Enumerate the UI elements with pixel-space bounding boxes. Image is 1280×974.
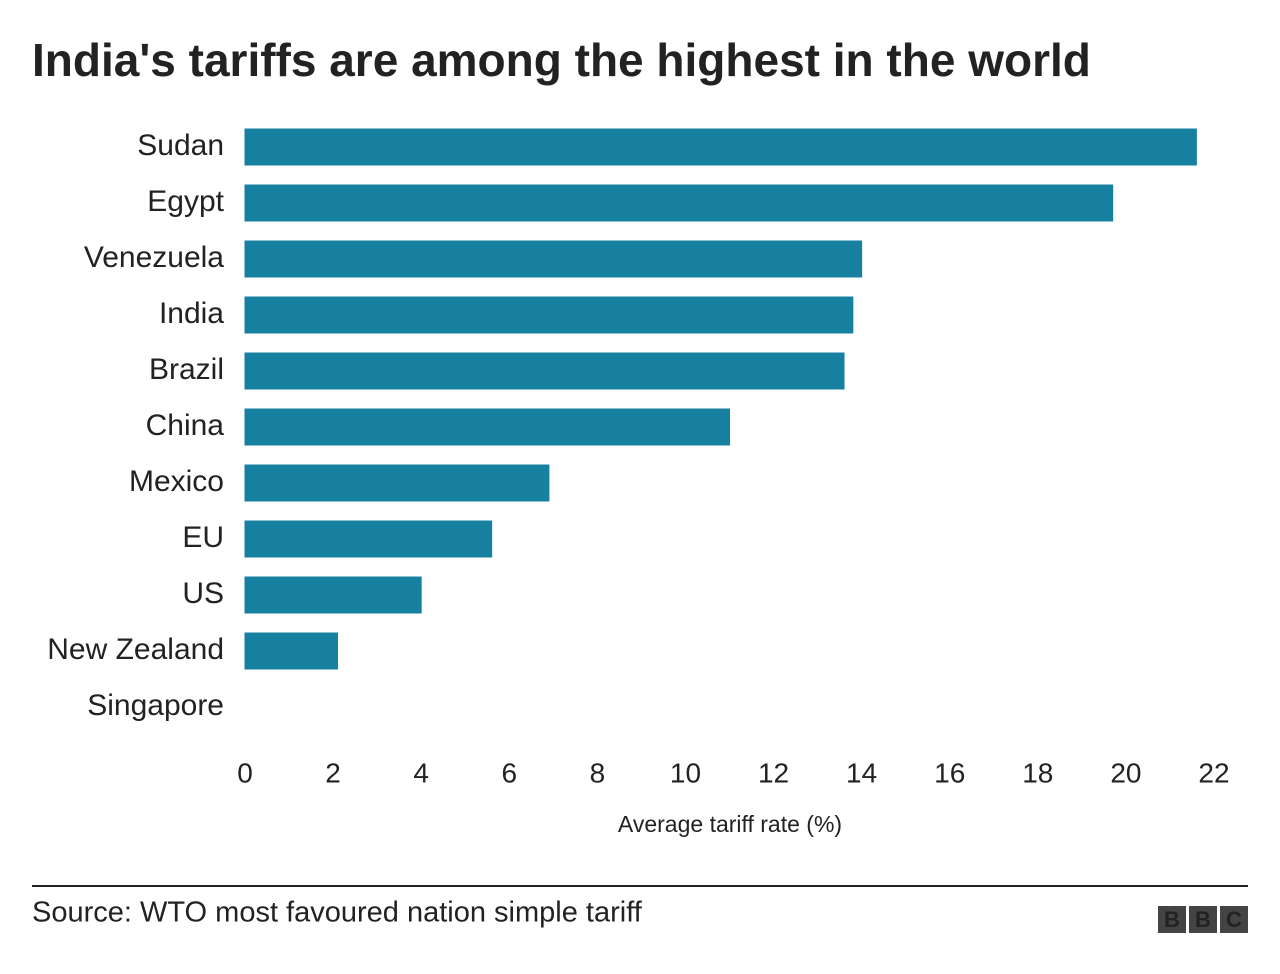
logo-box: [1220, 906, 1248, 933]
logo-letter: B: [1195, 907, 1211, 932]
logo-box: [1158, 906, 1186, 933]
bar: [244, 576, 422, 614]
chart-title: India's tariffs are among the highest in…: [32, 34, 1091, 86]
x-tick-label: 0: [237, 757, 253, 788]
y-tick-label: US: [182, 577, 224, 610]
logo-letter: C: [1226, 907, 1242, 932]
x-tick-label: 18: [1022, 757, 1053, 788]
x-tick-label: 4: [413, 757, 429, 788]
x-tick-label: 8: [590, 757, 606, 788]
bar: [244, 240, 863, 278]
y-tick-label: China: [146, 409, 225, 442]
x-tick-label: 6: [501, 757, 517, 788]
y-tick-label: Mexico: [129, 465, 224, 498]
x-tick-label: 16: [934, 757, 965, 788]
x-tick-label: 2: [325, 757, 341, 788]
bar: [244, 352, 845, 390]
y-tick-label: New Zealand: [47, 633, 224, 666]
bar: [244, 128, 1197, 166]
bbc-logo: B B C: [1158, 906, 1248, 933]
bar: [244, 184, 1114, 222]
x-tick-label: 14: [846, 757, 877, 788]
y-tick-label: Singapore: [87, 689, 224, 722]
x-tick-label: 20: [1110, 757, 1141, 788]
logo-box: [1189, 906, 1217, 933]
x-tick-label: 10: [670, 757, 701, 788]
y-tick-label: India: [159, 297, 224, 330]
x-tick-label: 12: [758, 757, 789, 788]
y-tick-label: Brazil: [149, 353, 224, 386]
y-tick-label: Sudan: [137, 129, 224, 162]
logo-letter: B: [1164, 907, 1180, 932]
bar: [244, 408, 730, 446]
y-tick-label: Venezuela: [84, 241, 224, 274]
bar: [244, 520, 493, 558]
bar: [244, 296, 854, 334]
x-tick-label: 22: [1198, 757, 1229, 788]
source: Source: WTO most favoured nation simple …: [32, 897, 643, 929]
bar: [244, 632, 338, 670]
x-axis-label: Average tariff rate (%): [618, 811, 842, 837]
y-tick-label: EU: [182, 521, 224, 554]
bar: [244, 464, 550, 502]
y-tick-label: Egypt: [147, 185, 224, 218]
